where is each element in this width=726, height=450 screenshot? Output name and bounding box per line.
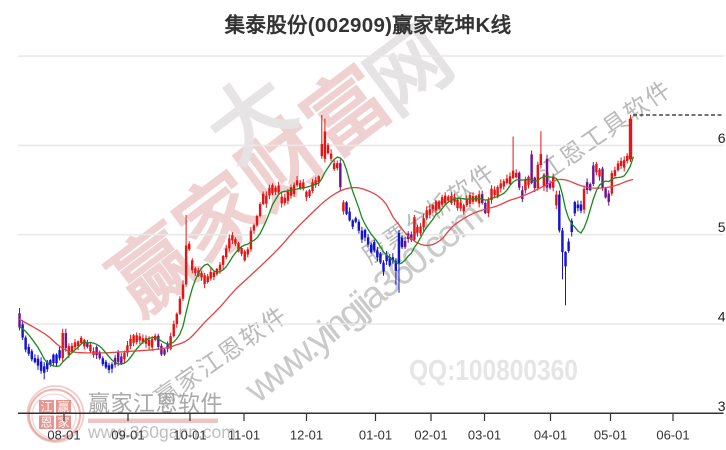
svg-text:12-01: 12-01 [290, 428, 323, 443]
svg-text:10-01: 10-01 [173, 428, 206, 443]
svg-text:02-01: 02-01 [414, 428, 447, 443]
svg-text:3: 3 [718, 398, 726, 414]
svg-text:05-01: 05-01 [594, 428, 627, 443]
svg-text:QQ:100800360: QQ:100800360 [409, 354, 578, 386]
svg-text:4: 4 [718, 309, 726, 325]
svg-text:江恩工具软件: 江恩工具软件 [534, 75, 677, 187]
svg-text:11-01: 11-01 [228, 428, 260, 443]
svg-text:江: 江 [40, 400, 52, 414]
svg-text:03-01: 03-01 [468, 428, 501, 443]
svg-text:06-01: 06-01 [656, 428, 689, 443]
svg-text:08-01: 08-01 [47, 428, 80, 443]
svg-text:www.360gann.com: www.360gann.com [87, 422, 236, 442]
svg-text:6: 6 [718, 130, 726, 146]
svg-text:集泰股份(002909)赢家乾坤K线: 集泰股份(002909)赢家乾坤K线 [224, 13, 512, 37]
svg-text:5: 5 [718, 219, 726, 235]
svg-text:赢家江恩软件: 赢家江恩软件 [88, 391, 223, 416]
svg-text:09-01: 09-01 [111, 428, 144, 443]
svg-text:01-01: 01-01 [359, 428, 392, 443]
svg-text:家: 家 [57, 415, 69, 430]
svg-text:恩: 恩 [40, 416, 52, 430]
svg-text:赢: 赢 [57, 399, 69, 414]
svg-text:04-01: 04-01 [534, 428, 567, 443]
